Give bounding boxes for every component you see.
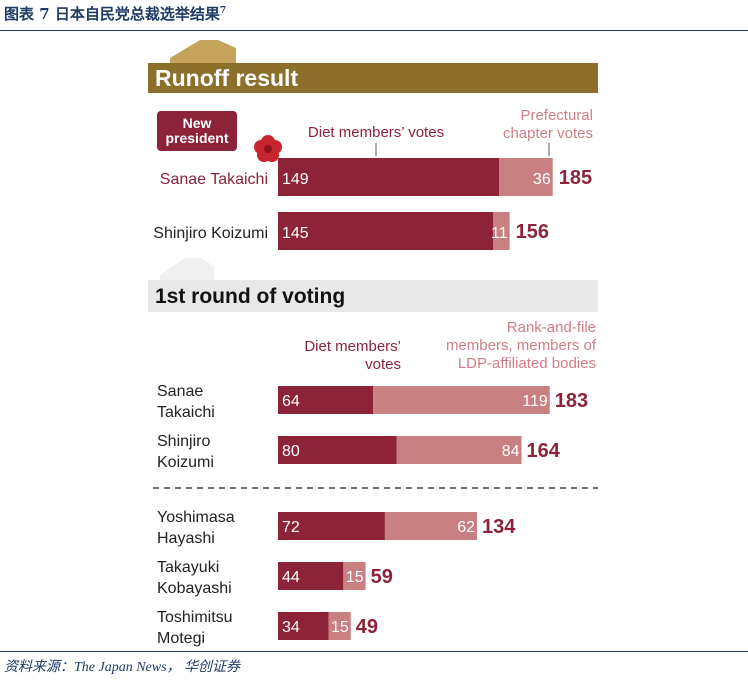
first-total-value: 49	[356, 616, 378, 638]
first-diet-bar	[278, 436, 397, 464]
first-rank-and-file-bar	[328, 612, 351, 640]
bottom-rule	[0, 651, 748, 652]
runoff-total-value: 156	[516, 221, 549, 243]
runoff-diet-value: 145	[282, 225, 309, 242]
first-rank-and-file-bar	[343, 562, 366, 590]
figure-source: 资料来源：The Japan News， 华创证券	[4, 660, 241, 675]
first-rank-and-file-value: 84	[502, 443, 520, 460]
first-candidate-name: Yoshimasa Hayashi	[157, 509, 235, 547]
runoff-prefectural-bar	[493, 212, 510, 250]
runoff-prefectural-bar	[499, 158, 553, 196]
first-diet-value: 44	[282, 569, 300, 586]
first-candidate-name: Takayuki Kobayashi	[157, 559, 232, 597]
first-diet-bar	[278, 512, 385, 540]
runoff-prefectural-label: Prefectural chapter votes	[503, 107, 593, 142]
first-diet-bar	[278, 612, 329, 640]
runoff-title: Runoff result	[155, 65, 298, 91]
first-rank-and-file-bar	[373, 386, 550, 414]
top-rule	[0, 30, 748, 31]
first-total-value: 164	[527, 440, 561, 462]
first-diet-value: 64	[282, 393, 300, 410]
first-rank-and-file-bar	[396, 436, 522, 464]
first-diet-value: 80	[282, 443, 300, 460]
first-diet-bar	[278, 386, 374, 414]
first-rank-and-file-value: 15	[346, 569, 364, 586]
first-round-title: 1st round of voting	[155, 285, 345, 308]
first-rank-and-file-value: 15	[331, 619, 349, 636]
first-total-value: 59	[371, 566, 393, 588]
first-rank-and-file-value: 119	[522, 393, 548, 410]
new-president-badge	[157, 111, 237, 151]
runoff-diet-value: 149	[282, 171, 309, 188]
runoff-header-band	[148, 63, 598, 93]
first-diet-label: Diet members’ votes	[304, 338, 401, 373]
runoff-prefectural-value: 36	[533, 171, 551, 188]
first-round-header-deco	[160, 258, 214, 281]
runoff-candidate-name: Shinjiro Koizumi	[153, 225, 268, 242]
first-rank-and-file-bar	[384, 512, 477, 540]
rose-icon	[254, 135, 282, 162]
runoff-candidate-name: Sanae Takaichi	[160, 171, 268, 188]
first-round-header-band	[148, 280, 598, 312]
first-candidate-name: Sanae Takaichi	[157, 383, 215, 421]
runoff-header-deco	[170, 40, 236, 64]
runoff-total-value: 185	[559, 167, 592, 189]
first-diet-value: 72	[282, 519, 300, 536]
runoff-diet-bar	[278, 212, 494, 250]
first-total-value: 183	[555, 390, 588, 412]
first-total-value: 134	[482, 516, 516, 538]
first-candidate-name: Shinjiro Koizumi	[157, 433, 214, 471]
new-president-label: New president	[165, 115, 228, 146]
first-diet-value: 34	[282, 619, 300, 636]
first-rank-and-file-value: 62	[457, 519, 475, 536]
first-candidate-name: Toshimitsu Motegi	[157, 609, 233, 647]
figure-title: 图表 7 日本自民党总裁选举结果7	[4, 5, 227, 23]
runoff-diet-label: Diet members’ votes	[308, 124, 444, 141]
runoff-diet-bar	[278, 158, 500, 196]
first-diet-bar	[278, 562, 344, 590]
runoff-prefectural-value: 11	[491, 225, 508, 242]
first-rank-and-file-label: Rank-and-file members, members of LDP-affi…	[446, 319, 597, 372]
